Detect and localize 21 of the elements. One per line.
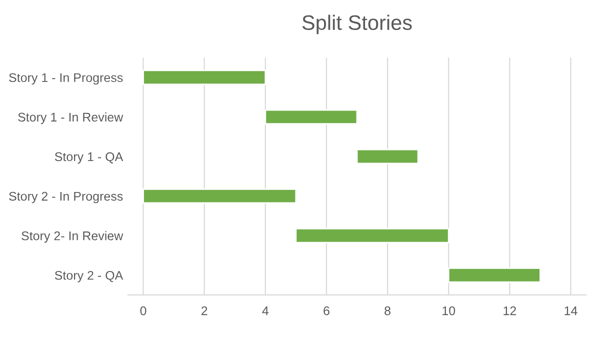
x-tick-label: 10: [442, 306, 456, 316]
x-tick-label: 6: [324, 306, 330, 316]
x-tick-label: 12: [504, 306, 516, 316]
y-tick-label: Story 2 - QA: [54, 270, 124, 282]
y-tick-label: Story 1 - In Review: [18, 112, 124, 124]
y-tick-label: Story 1 - In Progress: [9, 73, 123, 85]
x-tick-label: 0: [140, 306, 146, 316]
chart-title: Split Stories: [302, 14, 412, 34]
y-tick-label: Story 1 - QA: [54, 152, 124, 164]
x-tick-label: 14: [564, 306, 578, 316]
bar: [142, 188, 297, 204]
bar: [264, 109, 358, 125]
y-tick-label: Story 2- In Review: [22, 231, 124, 243]
bar: [142, 70, 266, 86]
bar: [448, 268, 541, 283]
bar: [295, 228, 450, 244]
x-tick-label: 4: [262, 306, 269, 316]
x-tick-label: 8: [384, 306, 390, 316]
bar: [356, 148, 419, 164]
x-tick-label: 2: [201, 306, 208, 316]
y-tick-label: Story 2 - In Progress: [9, 192, 123, 204]
